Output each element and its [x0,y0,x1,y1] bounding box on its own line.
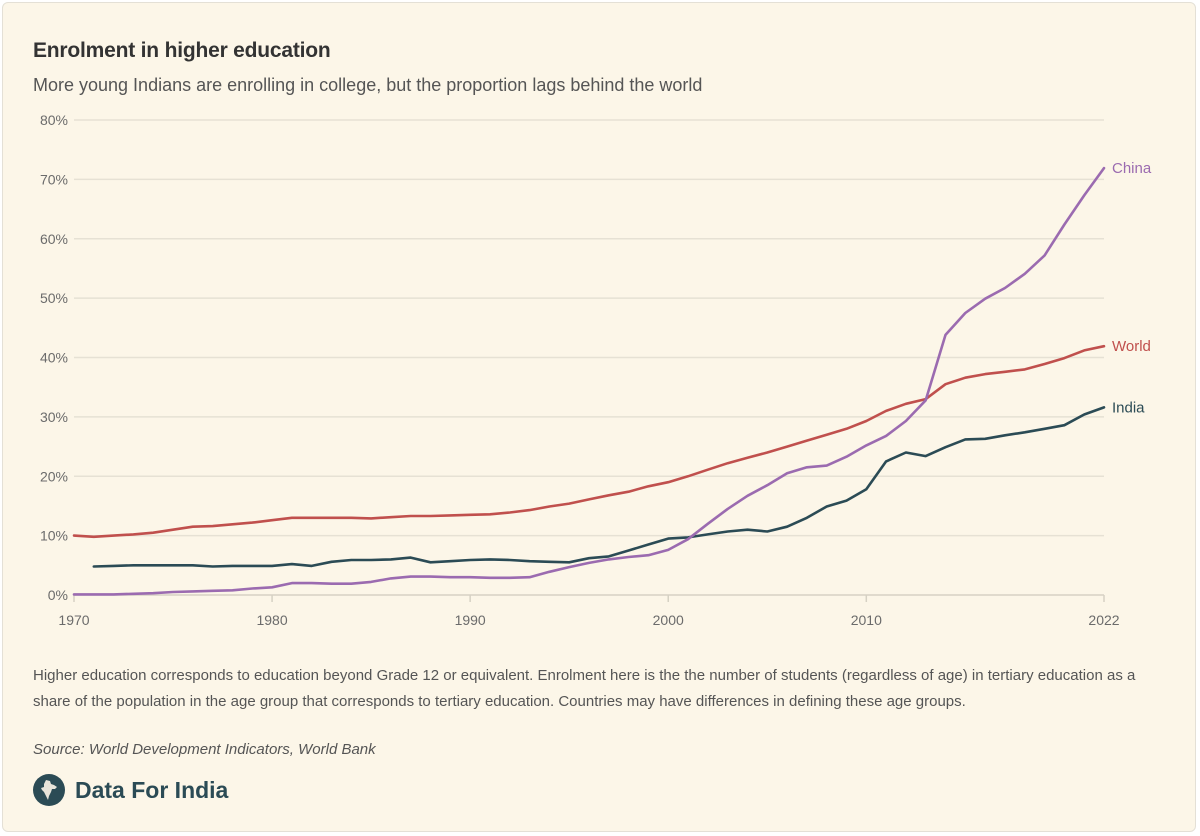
y-tick-label: 30% [40,409,68,425]
brand-name: Data For India [75,776,229,803]
x-tick-label: 1970 [58,612,89,628]
india-map-icon [33,774,65,806]
y-tick-label: 70% [40,171,68,187]
series-line-world [72,344,1106,539]
series-label-china: China [1112,160,1152,177]
source-note: Source: World Development Indicators, Wo… [33,741,376,758]
y-tick-label: 50% [40,290,68,306]
y-tick-label: 20% [40,468,68,484]
y-tick-label: 0% [48,587,68,603]
footnote: Higher education corresponds to educatio… [33,667,1136,710]
series-label-india: India [1112,399,1145,416]
y-tick-label: 10% [40,528,68,544]
series-labels: World India China [1112,160,1152,416]
x-tick-label: 2010 [851,612,882,628]
x-tick-label: 1980 [256,612,287,628]
series-lines [72,166,1106,596]
brand[interactable]: Data For India [33,774,228,806]
x-tick-label: 2022 [1088,612,1119,628]
y-axis: 0% 10% 20% 30% 40% 50% 60% 70% 80% [40,112,68,603]
x-axis: 1970 1980 1990 2000 2010 2022 [58,595,1120,628]
series-label-world: World [1112,338,1151,355]
series-line-india [92,406,1106,568]
gridlines [74,119,1104,596]
y-tick-label: 60% [40,231,68,247]
x-tick-label: 1990 [455,612,486,628]
chart-title: Enrolment in higher education [33,39,331,62]
y-tick-label: 40% [40,350,68,366]
series-line-china [72,166,1106,596]
line-chart: 0% 10% 20% 30% 40% 50% 60% 70% 80% 1970 1980 1990 2… [40,112,1152,628]
x-tick-label: 2000 [653,612,684,628]
y-tick-label: 80% [40,112,68,128]
chart-subtitle: More young Indians are enrolling in coll… [33,75,703,95]
